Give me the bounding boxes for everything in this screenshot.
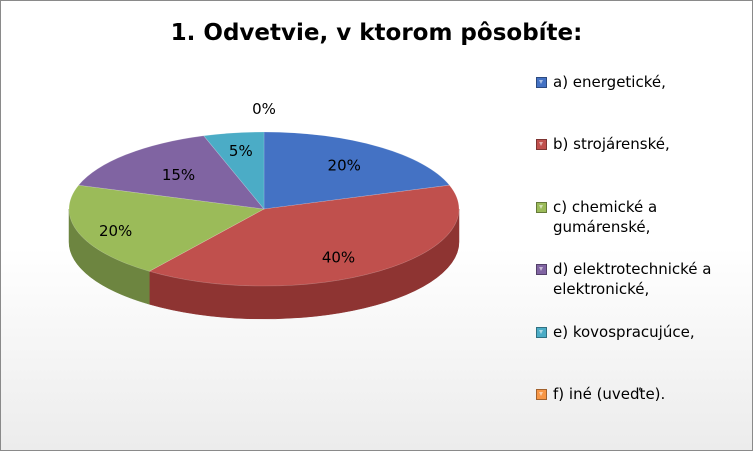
legend-label: b) strojárenské, bbox=[553, 134, 743, 154]
legend-label-line: d) elektrotechnické a bbox=[553, 260, 712, 278]
legend-label-line: c) chemické a bbox=[553, 198, 658, 216]
pie-data-labels: 20% 40% 20% 15% 5% 0% bbox=[99, 100, 361, 267]
chart-title: 1. Odvetvie, v ktorom pôsobíte: bbox=[170, 20, 583, 46]
pie-slice bbox=[68, 184, 265, 272]
legend-label-line: f) iné (uveďte). bbox=[553, 385, 666, 403]
pie-data-label: 0% bbox=[252, 100, 276, 118]
pie-data-label: 5% bbox=[229, 142, 253, 160]
legend-swatch bbox=[536, 139, 547, 150]
legend-label-line: b) strojárenské, bbox=[553, 135, 670, 153]
legend-label: d) elektrotechnické a elektronické, bbox=[553, 259, 743, 299]
pie-data-label: 20% bbox=[99, 222, 132, 240]
legend-label: e) kovospracujúce, bbox=[553, 322, 743, 342]
pie-slice bbox=[203, 131, 265, 210]
legend-label-line: elektronické, bbox=[553, 280, 650, 298]
pie-slice bbox=[77, 135, 265, 210]
pie-tops bbox=[68, 131, 460, 287]
legend-label: a) energetické, bbox=[553, 72, 743, 92]
pie-data-label: 15% bbox=[162, 166, 195, 184]
legend-label: c) chemické a gumárenské, bbox=[553, 197, 743, 237]
pie-data-label: 40% bbox=[322, 248, 355, 266]
legend-swatch bbox=[536, 202, 547, 213]
pie-slice bbox=[263, 131, 451, 210]
pie-slice bbox=[148, 184, 460, 287]
legend-swatch bbox=[536, 389, 547, 400]
legend-swatch bbox=[536, 264, 547, 275]
legend-swatch bbox=[536, 327, 547, 338]
legend-label-line: e) kovospracujúce, bbox=[553, 323, 695, 341]
pie-data-label: 20% bbox=[328, 156, 361, 174]
legend-swatch bbox=[536, 77, 547, 88]
legend-label-line: a) energetické, bbox=[553, 73, 666, 91]
legend-label-line: gumárenské, bbox=[553, 218, 651, 236]
legend-label: f) iné (uveďte). bbox=[553, 384, 743, 404]
